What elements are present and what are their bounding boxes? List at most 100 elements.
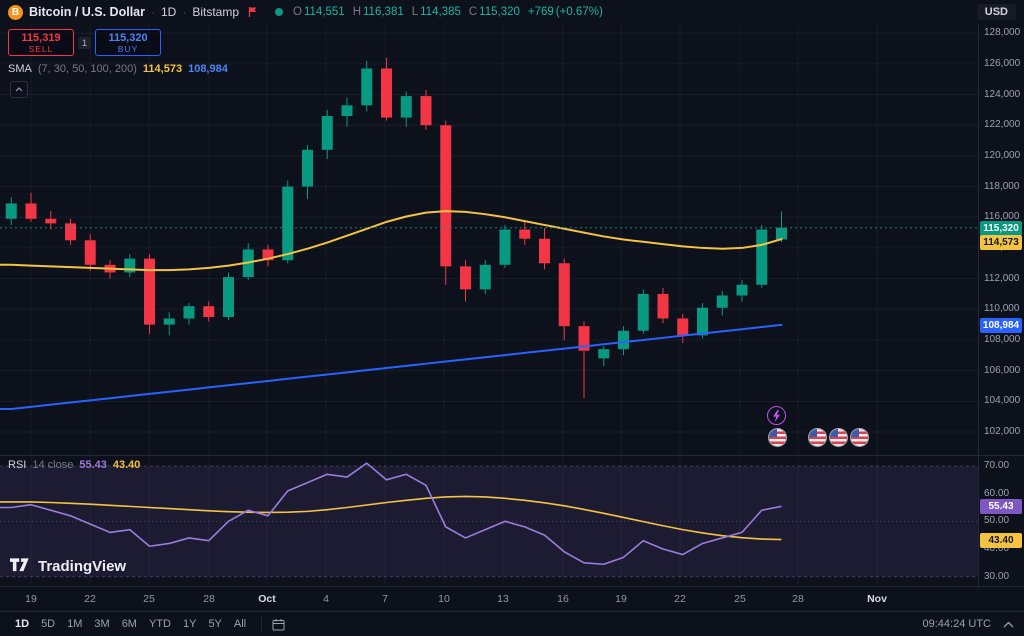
ohlc-readout: O 114,551 H 116,381 L 114,385 C 115,320 +769… [293,6,603,18]
time-label: 4 [323,593,329,605]
price-tick: 104,000 [984,395,1021,407]
time-label: 22 [674,593,686,605]
price-label-chip: 114,573 [980,235,1022,251]
bottom-toolbar: 1D 5D 1M 3M 6M YTD 1Y 5Y All 09:44:24 UTC [0,611,1024,636]
time-label: 22 [84,593,96,605]
interval-label[interactable]: 1D [161,5,177,19]
sma-yellow-value: 114,573 [142,63,183,75]
price-tick: 128,000 [984,27,1021,39]
time-label: 25 [734,593,746,605]
time-label: 10 [438,593,450,605]
candle-body [519,229,531,239]
toolbar-divider [261,617,263,631]
open-value: 114,551 [303,6,345,18]
rsi-tick: 30.00 [984,570,1010,582]
time-label: 16 [557,593,569,605]
time-label: 13 [497,593,509,605]
time-label: Oct [258,593,276,605]
rsi-tick: 60.00 [984,487,1010,499]
candle-body [618,330,629,350]
sma-line [0,323,783,410]
rsi-line [0,462,782,566]
price-axis[interactable]: 102,000 104,000 106,000 108,000 110,000 112,0… [978,24,1024,586]
flag-icon[interactable] [247,6,259,18]
range-button-5y[interactable]: 5Y [208,618,222,630]
calendar-icon[interactable] [272,618,285,631]
time-label: 7 [382,593,388,605]
candle-body [381,68,392,118]
candle-body [282,186,294,261]
range-button-1y[interactable]: 1Y [182,618,197,630]
rsi-ma-value: 43.40 [112,459,141,471]
collapse-legend-button[interactable] [10,81,28,98]
separator-dot: · [182,5,187,19]
symbol-title[interactable]: Bitcoin / U.S. Dollar [29,5,145,19]
candle-body [578,326,590,351]
time-label: 25 [143,593,155,605]
high-value: 116,381 [363,6,404,18]
price-tick: 106,000 [984,364,1021,376]
price-tick: 116,000 [984,211,1020,223]
range-button-all[interactable]: All [233,618,247,630]
event-flag-icon[interactable] [809,429,826,446]
candle-body [144,258,155,325]
price-tick: 124,000 [984,88,1021,100]
sma-blue-value: 108,984 [188,63,228,75]
bitcoin-logo-icon: B [8,4,23,20]
event-flag-icon[interactable] [830,429,847,446]
time-label: 28 [792,593,804,605]
range-button-6m[interactable]: 6M [121,618,137,630]
candle-body [479,264,491,290]
panel-toggle-icon[interactable] [1003,621,1014,628]
candle-body [657,293,669,319]
candle-body [5,203,17,219]
time-label: 19 [615,593,627,605]
main-chart[interactable] [0,24,978,455]
lightning-event-icon[interactable] [767,406,786,425]
candle-body [677,318,689,336]
price-tick: 122,000 [984,119,1021,131]
sell-button[interactable]: 115,319 SELL [8,29,74,56]
tradingview-logo[interactable]: TradingView [10,558,126,575]
currency-button[interactable]: USD [976,4,1016,20]
clock[interactable]: 09:44:24 UTC [922,618,991,630]
time-label: 19 [25,593,37,605]
event-flag-icon[interactable] [769,429,786,446]
rsi-pane[interactable] [0,456,978,585]
candle-body [776,227,787,240]
change-value: +769 [527,6,554,18]
chart-header: B Bitcoin / U.S. Dollar · 1D · Bitstamp … [0,0,1024,24]
range-button-3m[interactable]: 3M [94,618,110,630]
candle-body [736,284,748,296]
candle-body [598,349,610,359]
range-button-ytd[interactable]: YTD [148,618,171,630]
candle-body [756,229,768,285]
rsi-tick: 50.00 [984,515,1010,527]
market-status-icon[interactable] [275,8,284,16]
rsi-label-chip: 43.40 [980,532,1022,548]
rsi-value: 55.43 [79,459,107,471]
time-label: 28 [203,593,215,605]
time-axis[interactable]: 19 22 25 28 Oct 4 7 10 13 16 19 22 25 28 Nov [0,586,1024,611]
range-button-1m[interactable]: 1M [67,618,83,630]
candle-body [321,116,333,150]
spread-value: 1 [78,36,92,49]
pane-divider[interactable] [0,455,1024,456]
candle-body [302,149,313,187]
tradingview-logo-icon [10,558,29,572]
candle-body [440,125,452,267]
candle-body [223,277,234,317]
sma-legend[interactable]: SMA (7, 30, 50, 100, 200) 114,573 108,98… [8,63,228,75]
buy-button[interactable]: 115,320 BUY [95,29,162,56]
candle-body [183,306,195,319]
rsi-legend[interactable]: RSI 14 close 55.43 43.40 [8,459,141,471]
exchange-label[interactable]: Bitstamp [192,5,240,19]
event-flag-icon[interactable] [851,429,868,446]
price-label-chip: 108,984 [980,317,1022,333]
candle-body [163,318,175,325]
low-value: 114,385 [420,6,461,18]
rsi-label-chip: 55.43 [980,499,1022,515]
range-button-1d[interactable]: 1D [15,618,30,630]
range-button-5d[interactable]: 5D [41,618,56,630]
